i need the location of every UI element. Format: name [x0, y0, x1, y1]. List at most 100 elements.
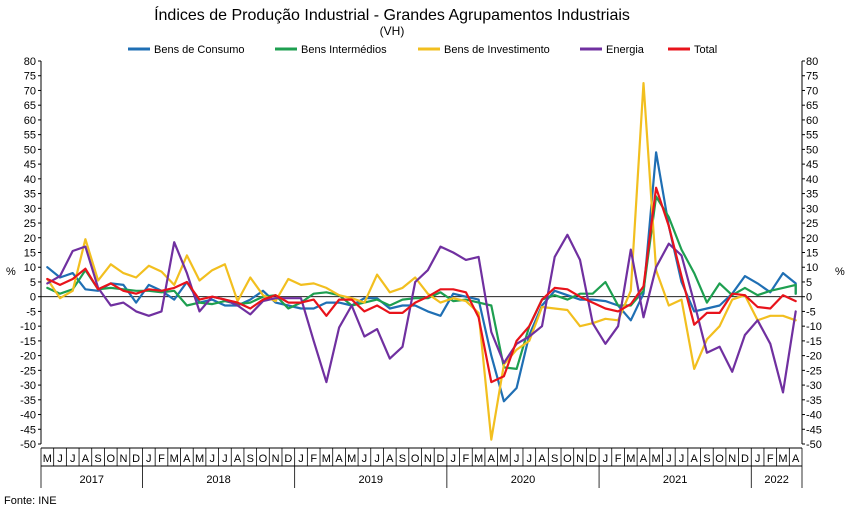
y-tick-label-right: 5 — [806, 277, 812, 289]
y-tick-label-right: -40 — [806, 410, 822, 422]
y-tick-label-right: -5 — [806, 306, 816, 318]
month-label: A — [335, 453, 343, 465]
month-label: O — [106, 453, 115, 465]
y-tick-label-left: 80 — [24, 56, 36, 68]
y-tick-label-left: 20 — [24, 233, 36, 245]
month-label: J — [222, 453, 228, 465]
y-tick-label-left: 5 — [30, 277, 36, 289]
plot-area — [41, 81, 802, 441]
y-tick-label-left: -25 — [20, 365, 36, 377]
month-label: N — [424, 453, 432, 465]
month-label: O — [411, 453, 420, 465]
y-tick-label-left: 70 — [24, 85, 36, 97]
legend: Bens de Consumo Bens Intermédios Bens de I… — [128, 44, 717, 56]
y-tick-label-left: 25 — [24, 218, 36, 230]
month-label: A — [488, 453, 496, 465]
month-label: J — [450, 453, 456, 465]
month-label: N — [272, 453, 280, 465]
year-label: 2022 — [764, 474, 788, 486]
month-label: M — [195, 453, 204, 465]
series-line-energia — [46, 233, 797, 394]
month-label: S — [551, 453, 558, 465]
y-tick-label-left: 0 — [30, 292, 36, 304]
month-label: D — [132, 453, 140, 465]
month-label: A — [82, 453, 90, 465]
y-tick-label-right: -20 — [806, 351, 822, 363]
y-tick-label-right: -25 — [806, 365, 822, 377]
left-axis: -50-45-40-35-30-25-20-15-10-505101520253… — [20, 56, 42, 451]
month-label: N — [728, 453, 736, 465]
month-label: J — [362, 453, 368, 465]
y-tick-label-right: 35 — [806, 189, 818, 201]
month-label: M — [626, 453, 635, 465]
y-tick-label-right: 60 — [806, 115, 818, 127]
month-label: M — [778, 453, 787, 465]
y-tick-label-left: 60 — [24, 115, 36, 127]
y-tick-label-right: 40 — [806, 174, 818, 186]
series-line-total — [46, 186, 797, 384]
y-tick-label-right: -35 — [806, 395, 822, 407]
month-label: J — [298, 453, 304, 465]
month-label: F — [463, 453, 470, 465]
month-label: D — [284, 453, 292, 465]
year-label: 2018 — [206, 474, 230, 486]
y-tick-label-left: 10 — [24, 262, 36, 274]
month-label: J — [755, 453, 761, 465]
month-label: J — [209, 453, 215, 465]
y-tick-label-right: 55 — [806, 130, 818, 142]
y-tick-label-right: -50 — [806, 439, 822, 451]
month-label: D — [437, 453, 445, 465]
month-label: S — [94, 453, 101, 465]
month-label: A — [386, 453, 394, 465]
month-label: A — [640, 453, 648, 465]
y-tick-label-left: 75 — [24, 71, 36, 83]
y-tick-label-left: -20 — [20, 351, 36, 363]
month-label: J — [146, 453, 152, 465]
y-tick-label-left: 45 — [24, 159, 36, 171]
y-tick-label-right: -30 — [806, 380, 822, 392]
y-tick-label-left: 55 — [24, 130, 36, 142]
month-label: J — [666, 453, 672, 465]
month-label: A — [538, 453, 546, 465]
month-label: M — [474, 453, 483, 465]
month-label: S — [247, 453, 254, 465]
legend-label: Bens de Investimento — [444, 44, 550, 56]
legend-label: Bens de Consumo — [154, 44, 245, 56]
y-tick-label-right: 0 — [806, 292, 812, 304]
month-label: M — [43, 453, 52, 465]
y-tick-label-right: 45 — [806, 159, 818, 171]
series-line-bens-de-investimento — [46, 81, 797, 441]
y-tick-label-right: 15 — [806, 248, 818, 260]
y-tick-label-left: 35 — [24, 189, 36, 201]
month-label: N — [119, 453, 127, 465]
month-label: J — [527, 453, 533, 465]
month-label: J — [603, 453, 609, 465]
y-tick-label-right: -45 — [806, 424, 822, 436]
y-tick-label-left: -5 — [26, 306, 36, 318]
y-axis-label-left: % — [6, 266, 16, 278]
month-label: J — [514, 453, 520, 465]
right-axis: -50-45-40-35-30-25-20-15-10-505101520253… — [801, 56, 822, 451]
year-label: 2021 — [663, 474, 687, 486]
y-tick-label-left: -30 — [20, 380, 36, 392]
legend-label: Bens Intermédios — [301, 44, 387, 56]
month-label: A — [792, 453, 800, 465]
y-tick-label-right: 70 — [806, 85, 818, 97]
y-tick-label-right: -15 — [806, 336, 822, 348]
y-tick-label-left: 40 — [24, 174, 36, 186]
chart-title: Índices de Produção Industrial - Grandes… — [154, 5, 630, 24]
y-tick-label-left: -45 — [20, 424, 36, 436]
y-tick-label-right: 20 — [806, 233, 818, 245]
year-label: 2017 — [79, 474, 103, 486]
source-note: Fonte: INE — [4, 495, 57, 507]
y-tick-label-left: -35 — [20, 395, 36, 407]
month-label: A — [691, 453, 699, 465]
year-label: 2019 — [359, 474, 383, 486]
y-tick-label-left: -40 — [20, 410, 36, 422]
y-tick-label-left: 65 — [24, 100, 36, 112]
series-line-bens-interm-dios — [46, 195, 797, 370]
legend-label: Energia — [606, 44, 645, 56]
month-label: M — [499, 453, 508, 465]
